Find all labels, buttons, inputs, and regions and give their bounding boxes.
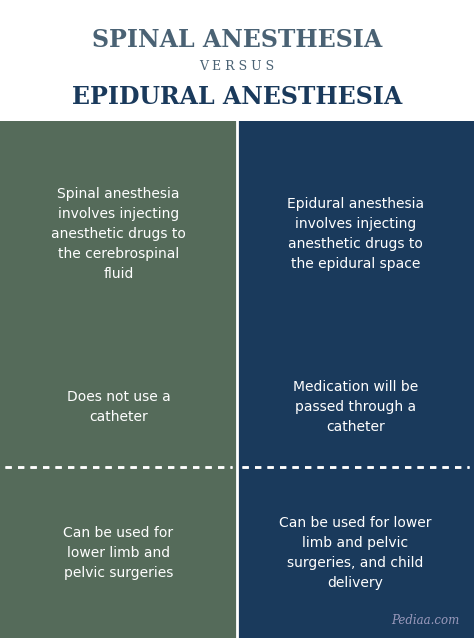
Text: Can be used for lower
limb and pelvic
surgeries, and child
delivery: Can be used for lower limb and pelvic su… [279,516,432,590]
Text: V E R S U S: V E R S U S [200,60,274,73]
Text: Pediaa.com: Pediaa.com [392,614,460,627]
Text: Medication will be
passed through a
catheter: Medication will be passed through a cath… [293,380,418,434]
Bar [237,346,474,468]
Text: SPINAL ANESTHESIA: SPINAL ANESTHESIA [92,27,382,52]
Text: Does not use a
catheter: Does not use a catheter [67,390,170,424]
Bar [237,468,474,638]
Text: Epidural anesthesia
involves injecting
anesthetic drugs to
the epidural space: Epidural anesthesia involves injecting a… [287,197,424,271]
Text: EPIDURAL ANESTHESIA: EPIDURAL ANESTHESIA [72,85,402,109]
Bar [237,121,474,346]
Text: Can be used for
lower limb and
pelvic surgeries: Can be used for lower limb and pelvic su… [64,526,173,580]
Bar [0,468,237,638]
Bar [0,346,237,468]
Text: Spinal anesthesia
involves injecting
anesthetic drugs to
the cerebrospinal
fluid: Spinal anesthesia involves injecting ane… [51,186,186,281]
Bar [0,121,237,346]
